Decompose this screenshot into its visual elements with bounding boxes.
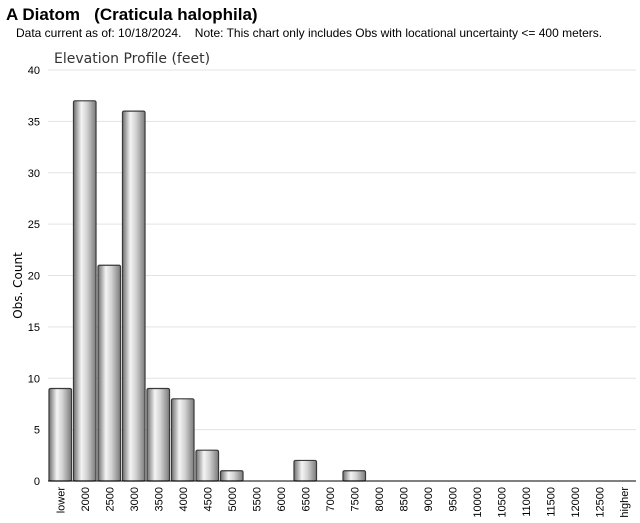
y-tick-label: 35 [28,116,40,128]
x-tick-label: 3000 [129,487,141,511]
x-tick-label: 7000 [325,487,337,511]
x-tick-label: 2000 [80,487,92,511]
bar-2000 [72,100,97,482]
x-tick-label: 5500 [251,487,263,511]
bar-6500 [293,459,318,482]
x-tick-label: 10500 [496,487,508,518]
page-title: A Diatom (Craticula halophila) [6,5,258,24]
x-tick-label: 10000 [472,487,484,518]
x-tick-label: 8500 [398,487,410,511]
x-tick-label: 6500 [300,487,312,511]
x-tick-label: 3500 [153,487,165,511]
x-tick-label: 7500 [349,487,361,511]
y-tick-label: 0 [34,476,40,488]
bar-7500 [342,470,367,482]
x-tick-label: 5000 [227,487,239,511]
gridlines [48,69,636,431]
bar-3000 [121,110,146,482]
bar-4000 [170,398,195,482]
y-axis-label: Obs. Count [11,252,25,319]
x-tick-label: 4500 [202,487,214,511]
x-tick-label: 6000 [276,487,288,511]
y-tick-label: 25 [28,219,40,231]
x-tick-label: 8000 [374,487,386,511]
x-tick-label: 9000 [423,487,435,511]
x-tick-label: 9500 [447,487,459,511]
chart-title: Elevation Profile (feet) [54,51,210,67]
x-tick-label: 2500 [104,487,116,511]
bar-3500 [146,387,171,482]
y-tick-label: 20 [28,271,40,283]
bars [48,100,367,482]
y-axis-ticks: 0 5 10 15 20 25 30 35 40 [28,65,40,488]
data-note: Data current as of: 10/18/2024. Note: Th… [16,26,603,40]
x-tick-label: 12500 [594,487,606,518]
x-tick-label: 4000 [178,487,190,511]
y-tick-label: 10 [28,373,40,385]
x-axis-ticks: lower 2000 2500 3000 3500 4000 4500 5000 5500 600… [55,487,631,518]
y-tick-label: 40 [28,65,40,77]
bar-5000 [219,470,244,482]
bar-4500 [195,449,220,482]
x-tick-label: lower [55,487,67,514]
bar-lower [48,387,73,482]
y-tick-label: 5 [34,425,40,437]
x-tick-label: 11500 [545,487,557,517]
x-tick-label: 11000 [521,487,533,517]
x-tick-label: higher [619,487,631,518]
y-tick-label: 30 [28,168,40,180]
bar-2500 [97,264,122,482]
x-tick-label: 12000 [570,487,582,518]
y-tick-label: 15 [28,322,40,334]
